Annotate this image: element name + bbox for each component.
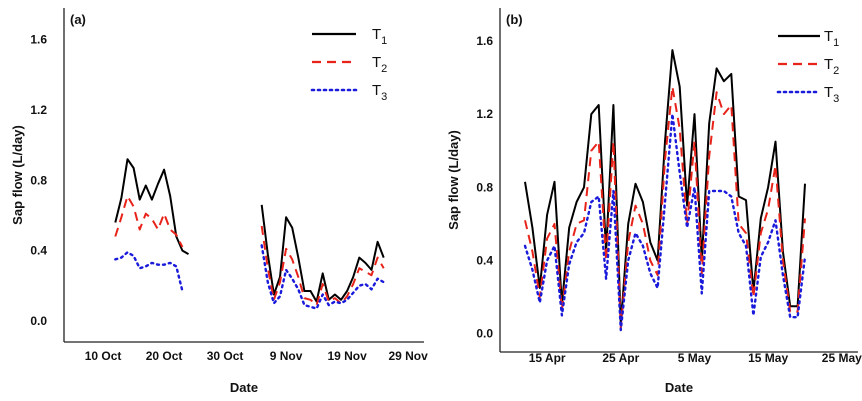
legend-label-t1: T1: [824, 28, 839, 49]
chart-panel-b: (b) 0.0 0.4 0.8 1.2 1.6 15 Apr 25 Apr 5 May 15 Ma…: [446, 8, 862, 395]
legend-label-subscript: 1: [381, 35, 387, 47]
legend-label-main: T: [372, 26, 381, 43]
legend-label-subscript: 2: [833, 65, 839, 77]
y-tick-label: 1.2: [476, 107, 493, 121]
x-tick-label: 20 Oct: [146, 349, 183, 363]
chart-panel-a: (a) 0.0 0.4 0.8 1.2 1.6 10 Oct 20 Oct 30 Oct 9 No…: [10, 8, 428, 395]
y-tick-label: 0.4: [30, 244, 47, 258]
legend-label-main: T: [372, 54, 381, 71]
series-line-t2-segment-1: [114, 195, 184, 248]
series-line-t1-segment-2: [260, 204, 385, 303]
series-line-t3-segment-1: [114, 251, 184, 293]
x-tick-label: 9 Nov: [270, 349, 303, 363]
y-tick-label: 0.8: [476, 180, 493, 194]
y-tick-label: 0.8: [30, 173, 47, 187]
series-line-t1-segment-1: [524, 49, 806, 326]
legend-label-subscript: 3: [833, 93, 839, 105]
legend-label-main: T: [824, 28, 833, 45]
legend-label-t2: T2: [372, 54, 387, 75]
x-tick-label: 25 May: [822, 351, 862, 365]
legend-label-main: T: [372, 82, 381, 99]
legend-label-t3: T3: [372, 82, 387, 103]
y-axis-title: Sap flow (L/day): [446, 130, 461, 230]
legend-label-t3: T3: [824, 84, 839, 105]
y-tick-label: 1.2: [30, 103, 47, 117]
legend-label-t1: T1: [372, 26, 387, 47]
y-tick-label: 1.6: [476, 34, 493, 48]
x-tick-label: 19 Nov: [327, 349, 367, 363]
y-tick-label: 1.6: [30, 33, 47, 47]
panel-label: (b): [506, 12, 523, 27]
y-tick-label: 0.4: [476, 254, 493, 268]
y-tick-label: 0.0: [476, 327, 493, 341]
legend-label-t2: T2: [824, 56, 839, 77]
series-line-t2-segment-2: [260, 225, 385, 307]
x-tick-label: 30 Oct: [207, 349, 244, 363]
x-axis-title: Date: [665, 380, 693, 395]
y-axis-title: Sap flow (L/day): [10, 125, 25, 225]
series-line-t3-segment-1: [523, 112, 807, 332]
x-tick-label: 25 Apr: [602, 351, 639, 365]
x-tick-label: 5 May: [678, 351, 712, 365]
x-tick-label: 15 Apr: [529, 351, 566, 365]
legend-label-subscript: 1: [833, 37, 839, 49]
y-tick-label: 0.0: [30, 314, 47, 328]
legend-label-main: T: [824, 56, 833, 73]
x-axis-title: Date: [230, 380, 258, 395]
legend-label-main: T: [824, 84, 833, 101]
series-line-t3-segment-2: [260, 244, 385, 310]
x-tick-label: 10 Oct: [85, 349, 122, 363]
legend-label-subscript: 2: [381, 63, 387, 75]
legend-label-subscript: 3: [381, 91, 387, 103]
x-tick-label: 15 May: [748, 351, 788, 365]
x-tick-label: 29 Nov: [388, 349, 428, 363]
series-line-t2-segment-1: [524, 85, 806, 330]
panel-label: (a): [70, 12, 86, 27]
